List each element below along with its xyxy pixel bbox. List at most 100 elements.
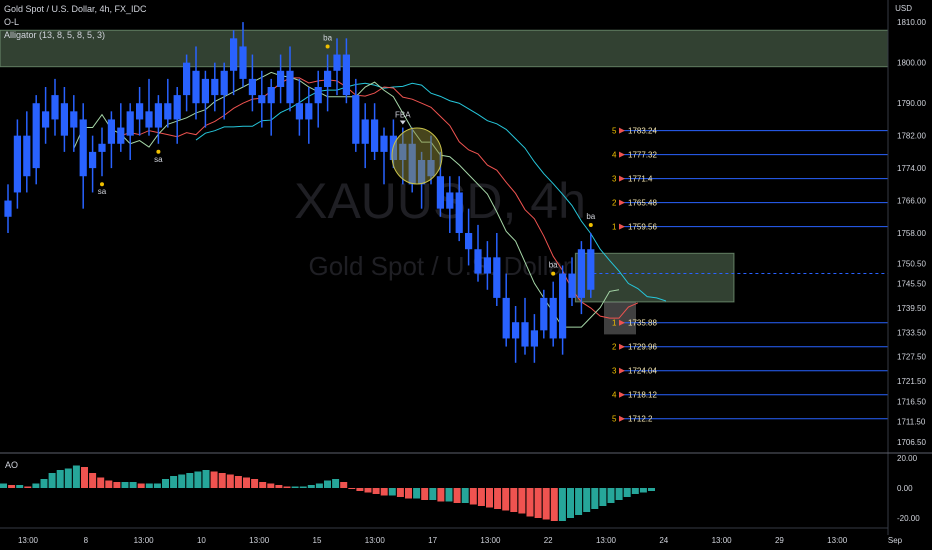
ao-bar xyxy=(526,488,534,517)
candle-body xyxy=(446,192,454,209)
candle-body xyxy=(60,103,68,136)
ol-indicator-label[interactable]: O-L xyxy=(4,17,20,27)
candle-body xyxy=(295,103,303,120)
candle-body xyxy=(248,78,256,96)
alligator-indicator-label[interactable]: Alligator (13, 8, 5, 8, 5, 3) xyxy=(4,30,106,40)
candle-body xyxy=(502,297,510,339)
price-axis[interactable]: 1810.00 1800.00 1790.00 1782.00 1774.00 1766.… xyxy=(887,0,926,535)
ao-indicator-label[interactable]: AO xyxy=(5,460,19,470)
ao-bar xyxy=(607,488,615,503)
ao-tick-label: -20.00 xyxy=(897,514,920,523)
candle-body xyxy=(361,119,369,144)
time-tick-label: Sep xyxy=(888,536,903,545)
ao-bar xyxy=(194,471,202,488)
ao-bar xyxy=(583,488,591,512)
ao-bar xyxy=(534,488,542,518)
price-tick-label: 1750.50 xyxy=(897,259,926,268)
candles xyxy=(4,22,595,363)
ao-bar xyxy=(251,479,259,488)
fba-ellipse xyxy=(391,127,443,185)
ao-bar xyxy=(8,485,16,488)
price-tick-label: 1782.00 xyxy=(897,132,926,141)
level-number: 5 xyxy=(612,415,617,424)
candle-body xyxy=(23,135,31,177)
ao-bar xyxy=(299,486,307,488)
candle-body xyxy=(521,322,529,347)
ao-bar xyxy=(445,488,453,502)
candle-body xyxy=(286,70,294,104)
ao-bar xyxy=(567,488,574,518)
candle-body xyxy=(42,111,50,128)
zone-box xyxy=(0,29,889,68)
level-flag-icon xyxy=(619,415,625,422)
price-tick-label: 1716.50 xyxy=(897,397,926,406)
candle-body xyxy=(164,103,172,120)
price-tick-label: 1800.00 xyxy=(897,59,926,68)
level-flag-icon xyxy=(619,319,625,326)
price-tick-label: 1706.50 xyxy=(897,438,926,447)
price-tick-label: 1733.50 xyxy=(897,328,926,337)
ao-bar xyxy=(324,480,331,488)
ao-bar xyxy=(575,488,583,515)
time-tick-label: 13:00 xyxy=(365,536,386,545)
level-number: 3 xyxy=(612,175,617,184)
level-price-label: 1735.88 xyxy=(628,319,657,328)
price-tick-label: 1727.50 xyxy=(897,353,926,362)
symbol-title[interactable]: Gold Spot / U.S. Dollar, 4h, FX_IDC xyxy=(4,4,147,14)
candle-body xyxy=(173,95,181,120)
ao-bar xyxy=(405,488,412,499)
time-axis[interactable]: 13:00 8 13:00 10 13:00 15 13:00 17 13:00 22 13:00 2… xyxy=(0,527,903,545)
price-tick-label: 1810.00 xyxy=(897,18,926,27)
ao-bar xyxy=(542,488,550,520)
ao-bar xyxy=(615,488,623,500)
ao-bar xyxy=(510,488,518,512)
candle-body xyxy=(465,233,473,250)
ao-bar xyxy=(210,471,218,488)
ao-bar xyxy=(388,488,396,496)
ao-bar xyxy=(275,485,283,488)
ao-bar xyxy=(364,488,372,493)
signal-label: sa xyxy=(154,155,163,164)
level-price-label: 1771.4 xyxy=(628,175,653,184)
candle-body xyxy=(371,119,379,152)
down-arrow-icon xyxy=(399,120,406,125)
candle-body xyxy=(13,135,21,193)
candle-body xyxy=(314,87,322,104)
currency-label: USD xyxy=(895,4,912,13)
ao-bar xyxy=(202,470,210,488)
ao-bar xyxy=(453,488,461,503)
candle-body xyxy=(258,95,266,104)
ao-bar xyxy=(631,488,639,494)
candle-body xyxy=(540,297,548,331)
candle-body xyxy=(559,273,567,339)
level-price-label: 1718.12 xyxy=(628,391,657,400)
ao-bar xyxy=(81,467,88,488)
candle-body xyxy=(305,103,313,120)
ao-bar xyxy=(421,488,429,500)
ao-bar xyxy=(40,479,48,488)
level-number: 3 xyxy=(612,367,617,376)
level-flag-icon xyxy=(619,151,625,158)
candle-body xyxy=(89,151,97,169)
candle-body xyxy=(324,70,332,87)
level-number: 1 xyxy=(612,319,617,328)
candle-body xyxy=(483,257,491,274)
candle-body xyxy=(70,111,78,128)
candle-body xyxy=(211,78,219,96)
price-tick-label: 1739.50 xyxy=(897,304,926,313)
candle-body xyxy=(239,46,247,79)
signal-dot xyxy=(588,223,593,227)
ao-bar xyxy=(170,476,178,488)
signal-label: sa xyxy=(98,187,107,196)
ao-bar xyxy=(648,488,655,491)
level-price-label: 1783.24 xyxy=(628,127,657,136)
candle-body xyxy=(220,70,228,96)
level-flag-icon xyxy=(619,127,625,134)
candle-body xyxy=(455,192,463,233)
candle-body xyxy=(192,70,200,104)
time-tick-label: 13:00 xyxy=(134,536,155,545)
candle-body xyxy=(342,54,350,96)
ao-bar xyxy=(89,473,97,488)
level-number: 4 xyxy=(612,391,617,400)
